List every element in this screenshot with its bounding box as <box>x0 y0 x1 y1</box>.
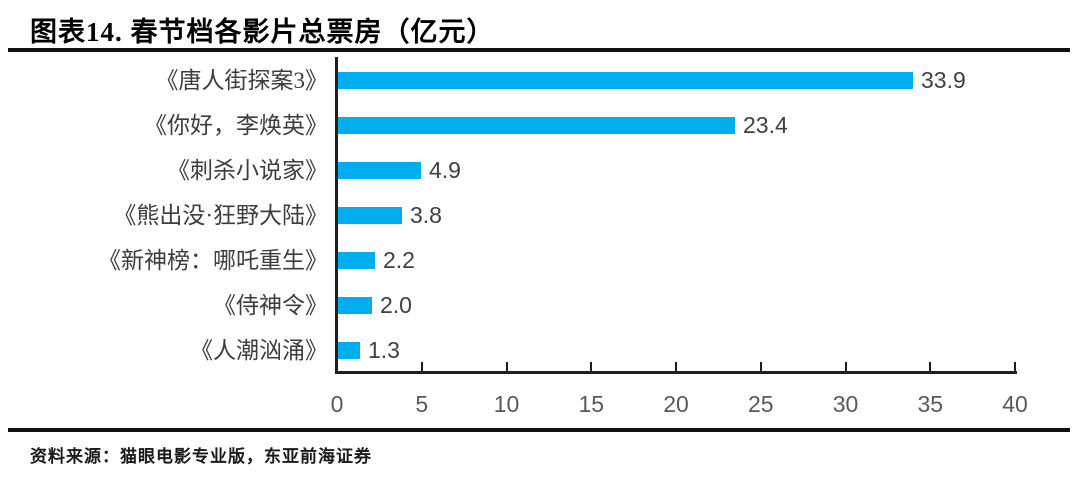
category-label: 《人潮汹涌》 <box>190 338 328 363</box>
category-label: 《刺杀小说家》 <box>167 158 328 183</box>
bar <box>338 72 913 89</box>
footer-divider <box>8 428 1070 432</box>
x-axis-tick <box>929 362 932 371</box>
value-label: 4.9 <box>429 157 461 183</box>
title-divider <box>8 48 1070 52</box>
value-label: 2.2 <box>383 247 415 273</box>
x-axis-tick <box>505 362 508 371</box>
bar <box>338 207 402 224</box>
x-axis-tick <box>1014 362 1016 371</box>
source-note: 资料来源：猫眼电影专业版，东亚前海证券 <box>30 447 372 466</box>
category-label: 《熊出没·狂野大陆》 <box>113 203 328 228</box>
value-label: 2.0 <box>380 292 412 318</box>
x-axis-tick <box>590 362 593 371</box>
value-label: 1.3 <box>368 337 400 363</box>
value-label: 23.4 <box>743 112 788 138</box>
bar <box>338 252 375 269</box>
x-axis-tick-label: 5 <box>415 391 429 417</box>
bar <box>338 297 372 314</box>
x-axis-tick <box>675 362 677 371</box>
chart-title: 图表14. 春节档各影片总票房（亿元） <box>30 17 495 47</box>
x-axis-tick-label: 20 <box>663 391 689 417</box>
y-axis-line <box>335 57 338 374</box>
x-axis-tick-label: 35 <box>917 391 944 417</box>
value-label: 33.9 <box>921 67 966 93</box>
category-label: 《侍神令》 <box>213 293 328 318</box>
bar <box>338 162 421 179</box>
category-label: 《新神榜：哪吒重生》 <box>98 248 328 273</box>
x-axis-tick-label: 25 <box>747 391 774 417</box>
category-label: 《你好，李焕英》 <box>144 113 328 138</box>
bar <box>338 342 360 359</box>
x-axis-tick-label: 10 <box>493 391 520 417</box>
bar <box>338 117 735 134</box>
x-axis-tick-label: 30 <box>832 391 859 417</box>
value-label: 3.8 <box>410 202 442 228</box>
x-axis-tick <box>759 362 762 371</box>
x-axis-tick-label: 40 <box>1002 391 1028 417</box>
x-axis-tick-label: 0 <box>330 391 344 417</box>
category-label: 《唐人街探案3》 <box>155 68 329 93</box>
x-axis-line <box>335 371 1017 374</box>
x-axis-tick <box>420 362 423 371</box>
x-axis-tick <box>844 362 847 371</box>
x-axis-tick-label: 15 <box>578 391 605 417</box>
